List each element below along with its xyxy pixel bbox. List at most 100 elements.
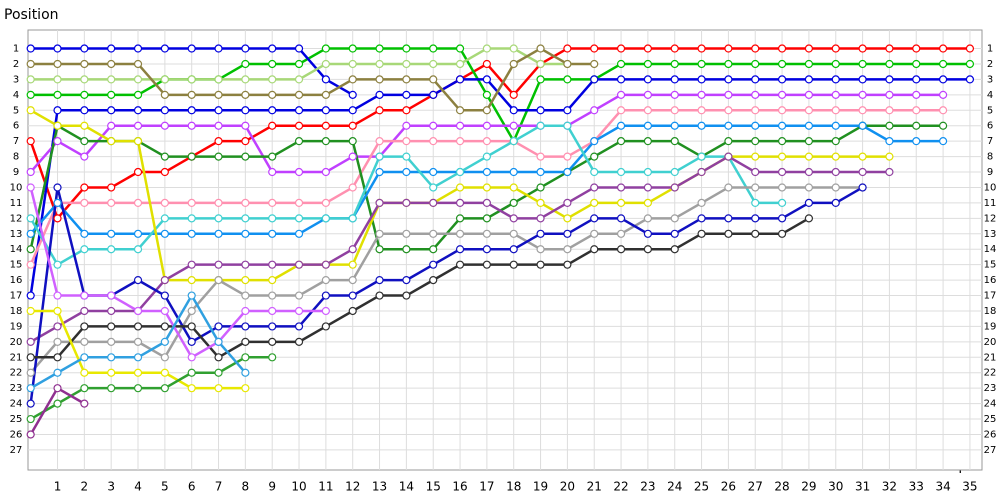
position-marker <box>26 214 35 223</box>
position-marker <box>402 291 411 300</box>
position-marker <box>643 106 652 115</box>
position-marker <box>80 322 89 331</box>
position-marker <box>804 75 814 84</box>
position-marker <box>26 306 35 316</box>
position-marker <box>294 167 304 177</box>
position-marker <box>321 322 330 331</box>
position-marker <box>294 214 304 223</box>
position-marker <box>80 337 89 346</box>
position-marker <box>268 121 277 130</box>
position-marker <box>294 44 304 53</box>
y-tick-label-right: 7 <box>987 136 993 147</box>
position-marker <box>858 183 867 192</box>
position-marker <box>858 44 867 53</box>
y-tick-label: 26 <box>10 429 23 440</box>
position-marker <box>53 198 62 208</box>
position-marker <box>509 44 518 53</box>
position-marker <box>590 229 599 238</box>
y-tick-label-right: 15 <box>984 260 997 271</box>
position-marker <box>643 90 652 99</box>
position-marker <box>777 152 787 161</box>
position-marker <box>268 106 277 115</box>
position-marker <box>429 75 438 84</box>
position-marker <box>751 75 760 84</box>
x-tick-label: 4 <box>134 480 142 494</box>
position-marker <box>402 229 411 238</box>
position-marker <box>509 106 518 115</box>
position-marker <box>160 337 169 346</box>
position-marker <box>160 368 169 377</box>
position-marker <box>268 337 277 346</box>
position-marker <box>509 59 518 69</box>
y-tick-label: 7 <box>13 136 19 147</box>
x-tick-label: 8 <box>242 480 250 494</box>
position-marker <box>80 137 89 146</box>
position-marker <box>616 183 626 192</box>
position-marker <box>375 229 384 238</box>
position-marker <box>509 183 518 192</box>
position-marker <box>26 106 35 115</box>
position-marker <box>187 44 196 53</box>
position-marker <box>214 276 223 285</box>
position-marker <box>187 384 196 393</box>
position-marker <box>107 322 116 331</box>
position-marker <box>187 306 196 316</box>
y-tick-label: 22 <box>10 368 23 379</box>
position-marker <box>53 137 62 146</box>
x-tick-label: 18 <box>506 480 521 494</box>
position-marker <box>187 353 196 362</box>
position-marker <box>724 90 733 99</box>
y-tick-label-right: 17 <box>984 291 997 302</box>
position-marker <box>697 106 706 115</box>
position-marker <box>751 106 760 115</box>
position-marker <box>187 90 196 99</box>
y-tick-label-right: 11 <box>984 198 997 209</box>
y-tick-label-right: 6 <box>987 121 993 132</box>
position-marker <box>133 322 143 331</box>
position-marker <box>482 183 491 192</box>
y-tick-label: 2 <box>13 59 19 70</box>
position-marker <box>455 121 465 130</box>
position-marker <box>53 291 62 300</box>
position-marker <box>402 245 411 254</box>
position-marker <box>670 121 679 130</box>
position-marker <box>348 306 357 316</box>
position-marker <box>375 276 384 285</box>
position-marker <box>777 137 787 146</box>
position-marker <box>831 167 840 177</box>
position-marker <box>429 245 438 254</box>
position-marker <box>751 183 760 192</box>
position-marker <box>241 384 250 393</box>
position-marker <box>160 75 169 84</box>
position-marker <box>321 137 330 146</box>
x-tick-label: 14 <box>399 480 414 494</box>
y-tick-label: 27 <box>10 445 23 456</box>
position-marker <box>268 152 277 161</box>
y-tick-label: 13 <box>10 229 23 240</box>
y-tick-label-right: 24 <box>984 399 997 410</box>
y-tick-label-right: 12 <box>984 213 997 224</box>
x-tick-label: 26 <box>721 480 736 494</box>
position-marker <box>26 44 35 53</box>
position-marker <box>294 306 304 316</box>
position-marker <box>80 152 89 161</box>
position-marker <box>348 75 357 84</box>
position-marker <box>187 75 196 84</box>
position-marker <box>241 198 250 208</box>
position-marker <box>133 384 143 393</box>
position-marker <box>321 306 330 316</box>
position-marker <box>509 198 518 208</box>
position-marker <box>482 121 491 130</box>
position-marker <box>697 121 706 130</box>
position-marker <box>241 322 250 331</box>
position-marker <box>402 75 411 84</box>
position-marker <box>241 306 250 316</box>
position-marker <box>482 137 491 146</box>
position-marker <box>402 59 411 69</box>
position-marker <box>80 368 89 377</box>
position-marker <box>563 152 572 161</box>
position-marker <box>643 75 652 84</box>
position-marker <box>133 75 143 84</box>
position-marker <box>482 260 491 269</box>
position-marker <box>536 106 545 115</box>
